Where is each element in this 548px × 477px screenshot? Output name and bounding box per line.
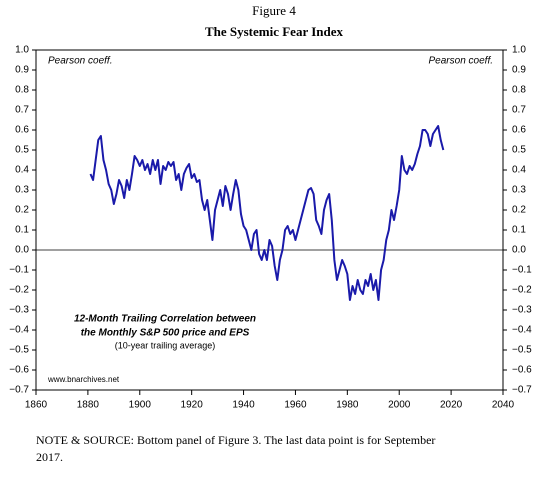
y-tick-label: 0.4 [15, 165, 29, 176]
y2-tick-label: 0.9 [512, 65, 526, 76]
y-tick-label: 0.2 [15, 205, 29, 216]
y-tick-label: −0.4 [9, 325, 29, 336]
y-tick-label: 0.5 [15, 145, 29, 156]
y2-tick-label: −0.5 [512, 345, 532, 356]
x-tick-label: 2020 [440, 400, 463, 411]
y2-tick-label: −0.1 [512, 265, 532, 276]
y2-tick-label: 0.0 [512, 245, 526, 256]
annotation: Pearson coeff. [48, 56, 112, 67]
y2-tick-label: 0.8 [512, 85, 526, 96]
y2-tick-label: 0.4 [512, 165, 526, 176]
x-tick-label: 2000 [388, 400, 411, 411]
y-tick-label: 0.0 [15, 245, 29, 256]
note: NOTE & SOURCE: Bottom panel of Figure 3.… [36, 433, 435, 447]
y2-tick-label: −0.4 [512, 325, 532, 336]
y-tick-label: 1.0 [15, 45, 29, 56]
x-tick-label: 1980 [336, 400, 359, 411]
y2-tick-label: −0.7 [512, 385, 532, 396]
data-line [89, 125, 445, 301]
chart-title: Figure 4 [252, 3, 296, 18]
y-tick-label: −0.1 [9, 265, 29, 276]
y-tick-label: 0.9 [15, 65, 29, 76]
y2-tick-label: −0.6 [512, 365, 532, 376]
y2-tick-label: 0.5 [512, 145, 526, 156]
annotation: 12-Month Trailing Correlation between [74, 314, 256, 325]
x-tick-label: 1940 [232, 400, 255, 411]
y2-tick-label: 0.2 [512, 205, 526, 216]
y2-tick-label: 0.6 [512, 125, 526, 136]
y-tick-label: −0.6 [9, 365, 29, 376]
y-tick-label: −0.3 [9, 305, 29, 316]
x-tick-label: 1880 [77, 400, 100, 411]
y2-tick-label: 0.3 [512, 185, 526, 196]
y-tick-label: 0.6 [15, 125, 29, 136]
y2-tick-label: −0.2 [512, 285, 532, 296]
y2-tick-label: −0.3 [512, 305, 532, 316]
plot-frame [35, 49, 504, 391]
y2-tick-label: 0.1 [512, 225, 526, 236]
y-tick-label: −0.5 [9, 345, 29, 356]
annotation: www.bnarchives.net [47, 375, 120, 384]
x-tick-label: 1860 [25, 400, 48, 411]
chart-subtitle: The Systemic Fear Index [205, 24, 344, 39]
y2-tick-label: 1.0 [512, 45, 526, 56]
annotation: Pearson coeff. [429, 56, 493, 67]
x-tick-label: 1900 [129, 400, 152, 411]
y2-tick-label: 0.7 [512, 105, 526, 116]
y-tick-label: 0.3 [15, 185, 29, 196]
y-tick-label: 0.7 [15, 105, 29, 116]
y-tick-label: 0.8 [15, 85, 29, 96]
x-tick-label: 2040 [492, 400, 515, 411]
annotation: the Monthly S&P 500 price and EPS [81, 328, 250, 339]
y-tick-label: −0.7 [9, 385, 29, 396]
note: 2017. [36, 450, 63, 464]
x-tick-label: 1920 [181, 400, 204, 411]
x-tick-label: 1960 [284, 400, 307, 411]
y-tick-label: −0.2 [9, 285, 29, 296]
annotation: (10-year trailing average) [115, 340, 216, 350]
y-tick-label: 0.1 [15, 225, 29, 236]
